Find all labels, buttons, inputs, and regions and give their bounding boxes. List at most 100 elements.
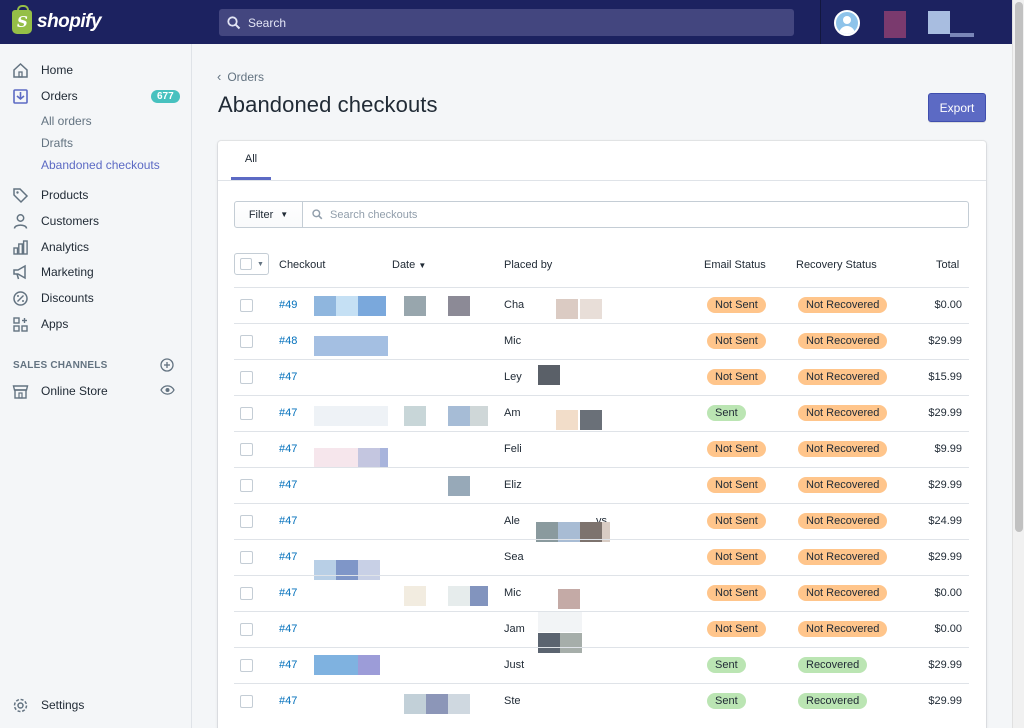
- table-row[interactable]: #47 Ale Not Sent Not Recovered $24.99 vs: [234, 503, 969, 542]
- sidebar-item-apps[interactable]: Apps: [12, 313, 68, 335]
- checkout-id-link[interactable]: #48: [279, 335, 298, 347]
- column-header-date[interactable]: Date ▼: [392, 259, 426, 271]
- recovery-status-badge: Not Recovered: [798, 297, 888, 313]
- redacted-block: [558, 589, 580, 609]
- bulk-select-checkbox[interactable]: ▼: [234, 253, 269, 275]
- table-row[interactable]: #47 Eliz Not Sent Not Recovered $29.99: [234, 467, 969, 503]
- table-row[interactable]: #47 Mic Not Sent Not Recovered $0.00: [234, 575, 969, 611]
- sidebar-label: Marketing: [41, 265, 94, 279]
- table-row[interactable]: #47 Am Sent Not Recovered $29.99: [234, 395, 969, 431]
- total-amount: $0.00: [934, 299, 962, 311]
- table-row[interactable]: #47 Feli Not Sent Not Recovered $9.99: [234, 431, 969, 468]
- checkout-id-link[interactable]: #47: [279, 371, 298, 383]
- sidebar-subitem-drafts[interactable]: Drafts: [41, 136, 74, 150]
- sidebar-label: Discounts: [41, 291, 94, 305]
- table-row[interactable]: #47 Ley Not Sent Not Recovered $15.99: [234, 359, 969, 395]
- select-all-checkbox[interactable]: [240, 258, 252, 270]
- sidebar-item-analytics[interactable]: Analytics: [12, 236, 89, 258]
- row-checkbox[interactable]: [240, 443, 253, 456]
- sidebar-subitem-abandoned-checkouts[interactable]: Abandoned checkouts: [41, 158, 160, 172]
- page-scrollbar[interactable]: [1012, 0, 1024, 728]
- checkout-id-link[interactable]: #49: [279, 299, 298, 311]
- shopify-logo[interactable]: S shopify: [0, 0, 192, 44]
- total-amount: $15.99: [928, 371, 962, 383]
- caret-down-icon[interactable]: ▼: [257, 260, 264, 268]
- filter-button[interactable]: Filter ▼: [234, 201, 303, 228]
- checkout-id-link[interactable]: #47: [279, 695, 298, 707]
- table-row[interactable]: #47 Just Sent Recovered $29.99: [234, 647, 969, 683]
- redacted-block: [448, 476, 470, 496]
- redacted-store-name[interactable]: [864, 11, 908, 38]
- user-avatar[interactable]: [834, 10, 860, 36]
- email-status-badge: Not Sent: [707, 477, 766, 493]
- total-amount: $0.00: [934, 587, 962, 599]
- recovery-status-badge: Not Recovered: [798, 405, 888, 421]
- redacted-block: [314, 406, 388, 426]
- column-header-placed-by[interactable]: Placed by: [504, 259, 553, 271]
- breadcrumb[interactable]: ‹ Orders: [217, 69, 264, 84]
- search-checkouts-input[interactable]: Search checkouts: [302, 201, 969, 228]
- row-checkbox[interactable]: [240, 659, 253, 672]
- row-checkbox[interactable]: [240, 695, 253, 708]
- sidebar-item-home[interactable]: Home: [12, 59, 73, 81]
- redacted-store-logo[interactable]: [928, 11, 950, 34]
- sidebar-item-online-store[interactable]: Online Store: [12, 380, 108, 402]
- row-checkbox[interactable]: [240, 407, 253, 420]
- checkout-id-link[interactable]: #47: [279, 515, 298, 527]
- row-checkbox[interactable]: [240, 335, 253, 348]
- redacted-block: [314, 448, 358, 468]
- column-header-checkout[interactable]: Checkout: [279, 259, 326, 271]
- column-header-total[interactable]: Total: [936, 259, 960, 271]
- table-row[interactable]: #48 Mic Not Sent Not Recovered $29.99: [234, 323, 969, 359]
- row-checkbox[interactable]: [240, 587, 253, 600]
- column-header-recovery-status[interactable]: Recovery Status: [796, 259, 877, 271]
- add-channel-icon[interactable]: [160, 358, 174, 372]
- checkout-id-link[interactable]: #47: [279, 623, 298, 635]
- row-checkbox[interactable]: [240, 551, 253, 564]
- sidebar-item-products[interactable]: Products: [12, 184, 88, 206]
- sidebar-item-settings[interactable]: Settings: [12, 694, 84, 716]
- export-button[interactable]: Export: [928, 93, 986, 122]
- email-status-badge: Sent: [707, 405, 746, 421]
- sidebar-item-discounts[interactable]: Discounts: [12, 287, 94, 309]
- table-row[interactable]: #49 Cha Not Sent Not Recovered $0.00: [234, 287, 969, 323]
- email-status-badge: Not Sent: [707, 441, 766, 457]
- row-checkbox[interactable]: [240, 299, 253, 312]
- placed-by-name: Eliz: [504, 479, 522, 491]
- table-row[interactable]: #47 Sea Not Sent Not Recovered $29.99: [234, 539, 969, 580]
- sidebar-subitem-all-orders[interactable]: All orders: [41, 114, 92, 128]
- checkout-id-link[interactable]: #47: [279, 587, 298, 599]
- row-checkbox[interactable]: [240, 515, 253, 528]
- row-checkbox[interactable]: [240, 623, 253, 636]
- tab-all[interactable]: All: [231, 141, 271, 180]
- scrollbar-thumb[interactable]: [1015, 2, 1023, 532]
- search-icon: [227, 15, 241, 29]
- breadcrumb-orders-link[interactable]: Orders: [227, 69, 265, 84]
- sidebar-label: Apps: [41, 317, 69, 331]
- total-amount: $29.99: [928, 335, 962, 347]
- column-header-date-label: Date: [392, 259, 416, 271]
- email-status-badge: Sent: [707, 657, 746, 673]
- orders-icon: [13, 88, 28, 104]
- redacted-block: [404, 586, 426, 606]
- checkout-id-link[interactable]: #47: [279, 407, 298, 419]
- eye-icon[interactable]: [160, 384, 175, 396]
- checkout-id-link[interactable]: #47: [279, 443, 298, 455]
- recovery-status-badge: Not Recovered: [798, 621, 888, 637]
- total-amount: $29.99: [928, 551, 962, 563]
- sidebar-label: Customers: [41, 214, 100, 228]
- tag-icon: [13, 187, 29, 203]
- checkout-id-link[interactable]: #47: [279, 551, 298, 563]
- sidebar-item-customers[interactable]: Customers: [12, 210, 99, 232]
- row-checkbox[interactable]: [240, 479, 253, 492]
- total-amount: $24.99: [928, 515, 962, 527]
- sidebar-item-orders[interactable]: Orders: [12, 85, 78, 107]
- column-header-email-status[interactable]: Email Status: [704, 259, 766, 271]
- table-row[interactable]: #47 Jam Not Sent Not Recovered $0.00: [234, 611, 969, 653]
- table-row[interactable]: #47 Ste Sent Recovered $29.99: [234, 683, 969, 719]
- checkout-id-link[interactable]: #47: [279, 479, 298, 491]
- row-checkbox[interactable]: [240, 371, 253, 384]
- sidebar-item-marketing[interactable]: Marketing: [12, 261, 94, 283]
- global-search-input[interactable]: Search: [219, 9, 794, 36]
- checkout-id-link[interactable]: #47: [279, 659, 298, 671]
